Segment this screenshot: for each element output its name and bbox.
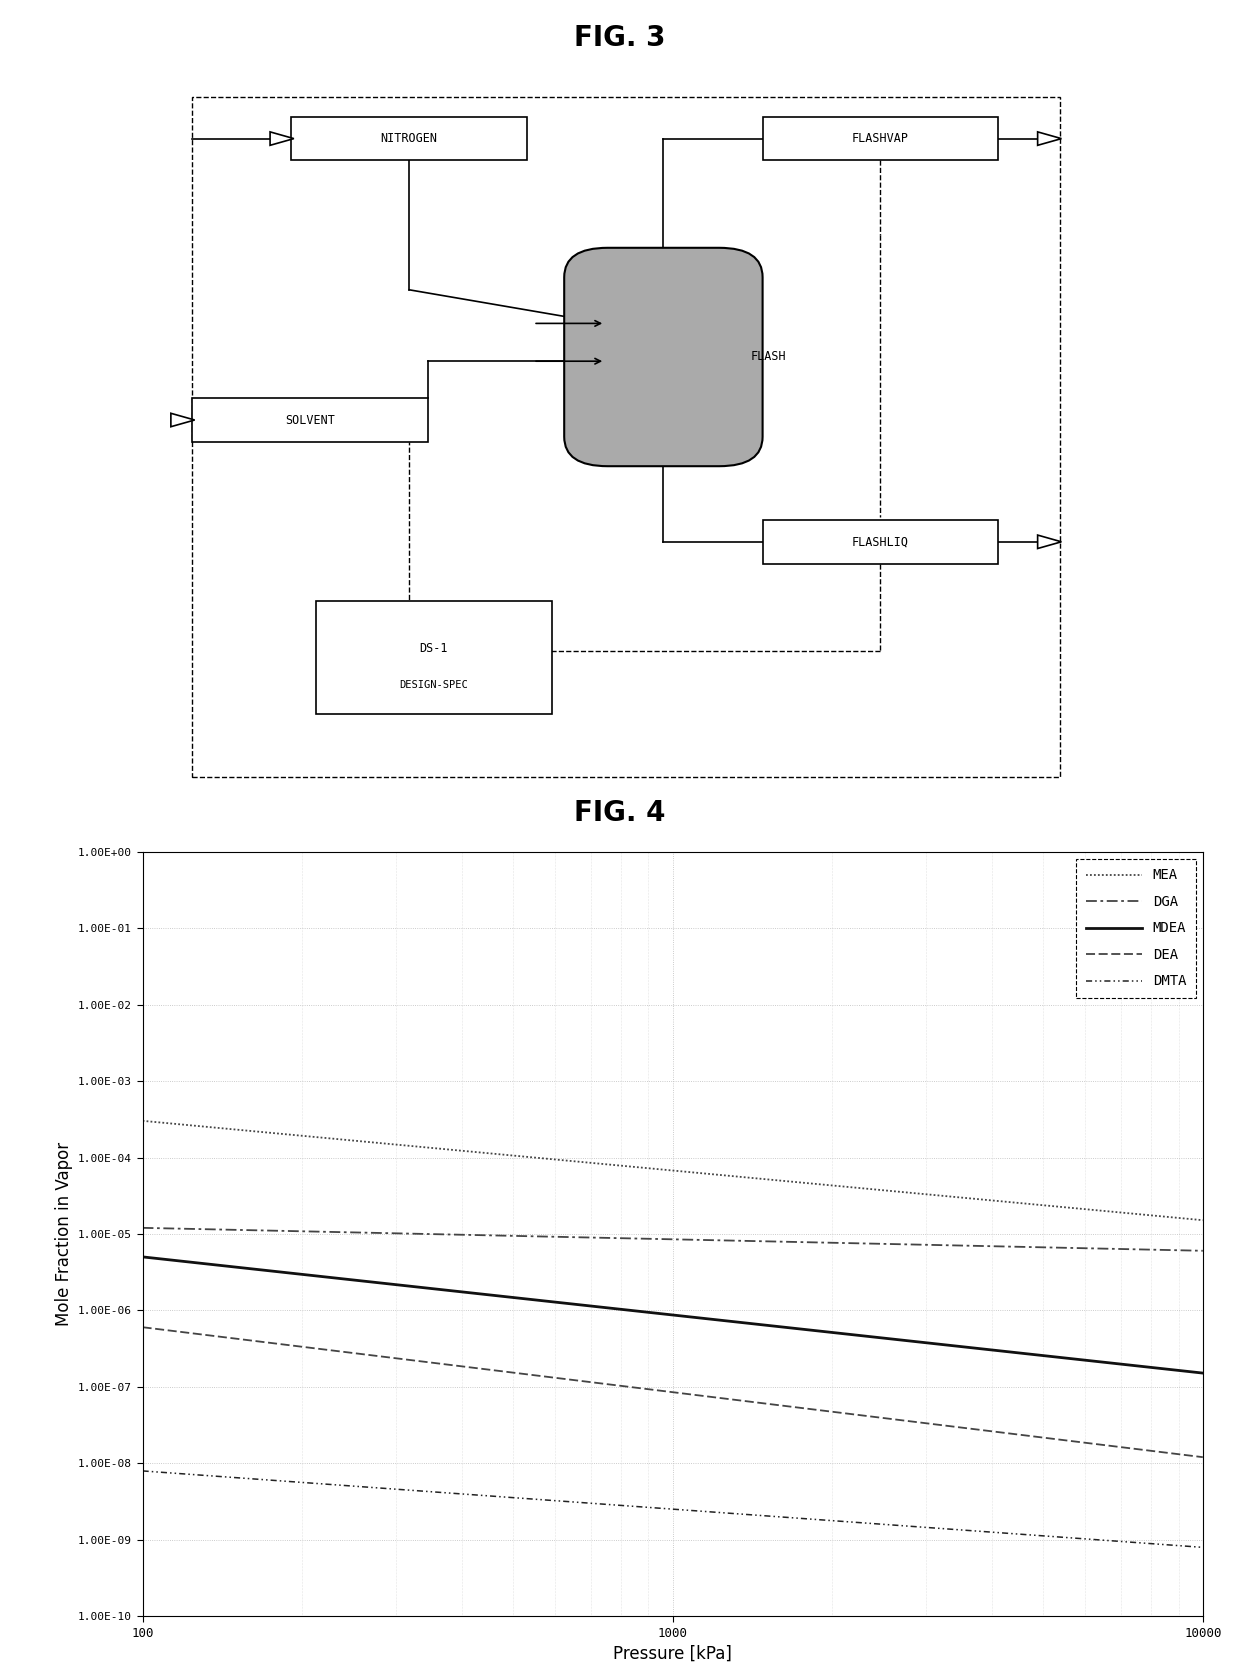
DMTA <box>763 1505 777 1525</box>
MEA <box>1029 1194 1044 1215</box>
DEA <box>1195 1446 1210 1467</box>
Text: DS-1: DS-1 <box>420 642 448 655</box>
MEA <box>1195 1210 1210 1230</box>
MEA <box>1096 1201 1111 1221</box>
DEA <box>139 1317 154 1337</box>
DGA <box>763 1231 777 1252</box>
FancyBboxPatch shape <box>564 249 763 465</box>
DMTA <box>135 1462 150 1482</box>
MEA <box>135 1110 150 1131</box>
Line: DGA: DGA <box>143 1228 1203 1252</box>
Text: DESIGN-SPEC: DESIGN-SPEC <box>399 680 469 689</box>
Text: FLASH: FLASH <box>750 351 786 363</box>
FancyBboxPatch shape <box>192 398 428 442</box>
MEA <box>763 1169 777 1189</box>
DGA <box>139 1218 154 1238</box>
DEA <box>1029 1426 1044 1446</box>
MDEA <box>1096 1352 1111 1373</box>
DGA <box>1195 1242 1210 1262</box>
DGA <box>766 1231 781 1252</box>
Text: FIG. 3: FIG. 3 <box>574 24 666 52</box>
DEA <box>763 1394 777 1415</box>
Line: DMTA: DMTA <box>143 1472 1203 1547</box>
DGA <box>135 1218 150 1238</box>
Polygon shape <box>1038 534 1061 548</box>
FancyBboxPatch shape <box>763 521 998 563</box>
Line: DEA: DEA <box>143 1327 1203 1457</box>
X-axis label: Pressure [kPa]: Pressure [kPa] <box>614 1645 732 1663</box>
FancyBboxPatch shape <box>763 116 998 160</box>
Text: FLASHVAP: FLASHVAP <box>852 133 909 144</box>
MEA <box>766 1169 781 1189</box>
Text: FIG. 4: FIG. 4 <box>574 798 666 827</box>
Text: NITROGEN: NITROGEN <box>381 133 438 144</box>
Polygon shape <box>270 133 294 146</box>
FancyBboxPatch shape <box>316 600 552 714</box>
DMTA <box>1195 1537 1210 1557</box>
MDEA <box>135 1247 150 1267</box>
Line: MEA: MEA <box>143 1121 1203 1220</box>
Polygon shape <box>1038 133 1061 146</box>
Y-axis label: Mole Fraction in Vapor: Mole Fraction in Vapor <box>55 1142 73 1326</box>
MDEA <box>763 1315 777 1336</box>
DGA <box>784 1231 799 1252</box>
DEA <box>135 1317 150 1337</box>
Legend: MEA, DGA, MDEA, DEA, DMTA: MEA, DGA, MDEA, DEA, DMTA <box>1076 858 1195 998</box>
DEA <box>784 1396 799 1416</box>
DMTA <box>1096 1530 1111 1551</box>
FancyBboxPatch shape <box>291 116 527 160</box>
DGA <box>1096 1238 1111 1258</box>
MDEA <box>1029 1344 1044 1364</box>
DEA <box>766 1394 781 1415</box>
MEA <box>139 1110 154 1131</box>
MDEA <box>784 1317 799 1337</box>
Text: FLASHLIQ: FLASHLIQ <box>852 536 909 548</box>
MEA <box>784 1171 799 1191</box>
MDEA <box>766 1315 781 1336</box>
Polygon shape <box>171 413 195 427</box>
DMTA <box>139 1462 154 1482</box>
DMTA <box>766 1507 781 1527</box>
Text: SOLVENT: SOLVENT <box>285 413 335 427</box>
DMTA <box>1029 1525 1044 1546</box>
DGA <box>1029 1236 1044 1257</box>
DEA <box>1096 1435 1111 1455</box>
MDEA <box>139 1247 154 1267</box>
MDEA <box>1195 1362 1210 1383</box>
Line: MDEA: MDEA <box>143 1257 1203 1373</box>
DMTA <box>784 1507 799 1527</box>
